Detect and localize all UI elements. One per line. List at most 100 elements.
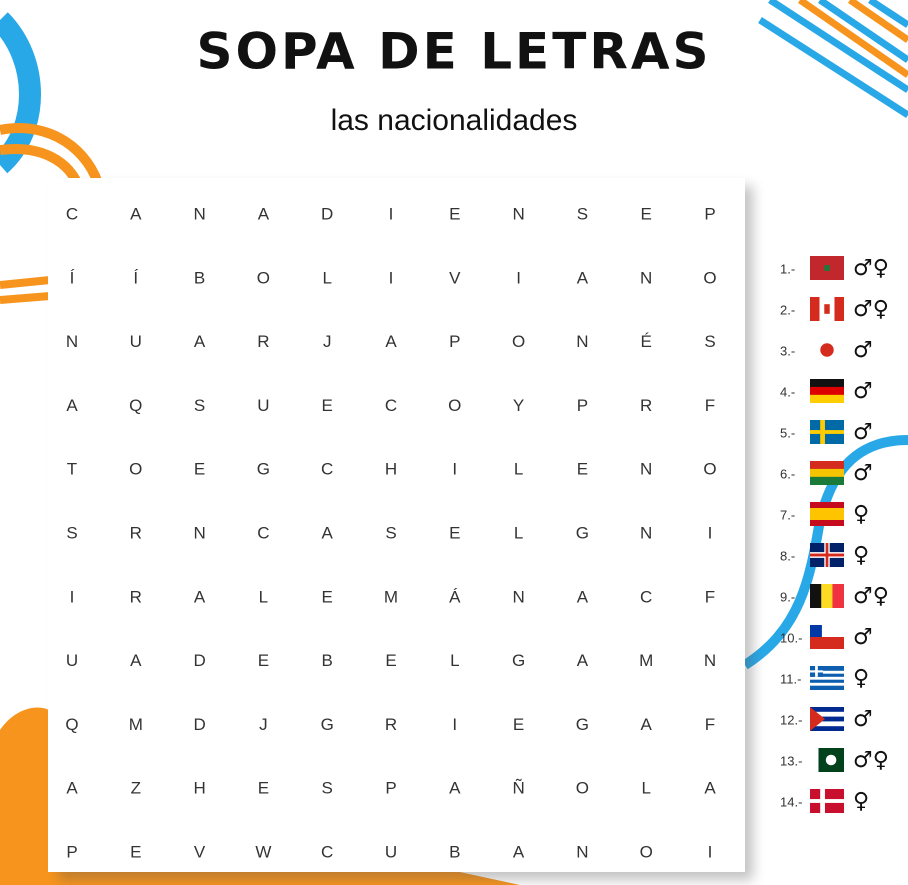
clue-number: 12.- — [780, 712, 802, 727]
grid-letter: I — [452, 715, 457, 734]
grid-letter: A — [258, 204, 270, 223]
grid-letter: E — [449, 204, 460, 223]
grid-letter: M — [639, 651, 653, 670]
grid-letter: A — [130, 651, 142, 670]
grid-letter: V — [449, 268, 461, 287]
flag — [810, 420, 844, 444]
grid-letter: M — [384, 587, 398, 606]
grid-letter: S — [385, 523, 396, 542]
flag-part — [810, 476, 844, 485]
grid-letter: C — [321, 460, 333, 479]
grid-letter: C — [640, 587, 652, 606]
grid-letter: A — [704, 779, 716, 798]
grid-letter: R — [130, 587, 142, 606]
grid-letter: L — [322, 268, 331, 287]
flag-part — [810, 799, 844, 803]
flag-part — [810, 430, 844, 434]
grid-letter: D — [193, 715, 205, 734]
clue-genders: ♀ — [853, 789, 869, 814]
grid-letter: N — [512, 204, 524, 223]
grid-letter: O — [257, 268, 270, 287]
orange-arc — [0, 123, 105, 192]
grid-letter: S — [322, 779, 333, 798]
clue-number: 11.- — [780, 671, 801, 686]
flag — [810, 543, 844, 567]
grid-letter: N — [704, 651, 716, 670]
clue-genders: ♂ — [853, 379, 873, 404]
flag-part — [810, 670, 823, 673]
grid-letter: A — [194, 587, 206, 606]
grid-letter: G — [257, 460, 270, 479]
clue-genders: ♂ — [853, 338, 873, 363]
flag-part — [810, 711, 844, 717]
grid-letter: E — [322, 587, 333, 606]
clue-number: 3.- — [780, 343, 795, 358]
flag-part — [820, 343, 834, 357]
clue-genders: ♂♀ — [853, 297, 889, 322]
grid-letter: Q — [65, 715, 78, 734]
grid-letter: J — [259, 715, 268, 734]
blue-stripes — [758, 0, 908, 118]
grid-letter: A — [449, 779, 461, 798]
flag — [810, 748, 844, 772]
grid-letter: O — [512, 332, 525, 351]
grid-letter: O — [129, 460, 142, 479]
flag — [810, 625, 844, 649]
grid-letter: N — [66, 332, 78, 351]
flag — [810, 707, 844, 731]
flag-part — [810, 676, 844, 680]
grid-letter: É — [641, 332, 652, 351]
grid-letter: L — [641, 779, 650, 798]
flag-part — [810, 379, 844, 388]
grid-letter: E — [130, 842, 141, 861]
grid-letter: U — [385, 842, 397, 861]
grid-letter: I — [516, 268, 521, 287]
grid-letter: R — [640, 396, 652, 415]
clue-number: 1.- — [780, 261, 795, 276]
grid-letter: V — [194, 842, 206, 861]
grid-letter: Ñ — [512, 779, 524, 798]
grid-letter: P — [449, 332, 460, 351]
flag — [810, 666, 844, 690]
flag-part — [810, 520, 844, 526]
flag-part — [821, 584, 833, 608]
grid-letter: L — [514, 460, 523, 479]
grid-letter: I — [389, 204, 394, 223]
grid-letter: C — [321, 842, 333, 861]
grid-letter: N — [640, 460, 652, 479]
clue-number: 10.- — [780, 630, 802, 645]
grid-letter: A — [577, 651, 589, 670]
grid-letter: G — [576, 523, 589, 542]
title: SOPA DE LETRAS — [196, 23, 711, 81]
clue-genders: ♂ — [853, 707, 873, 732]
flag-part — [810, 394, 844, 403]
grid-letter: P — [704, 204, 715, 223]
grid-letter: Í — [133, 268, 138, 287]
flag-part — [810, 670, 844, 674]
grid-letter: E — [641, 204, 652, 223]
grid-letter: N — [576, 332, 588, 351]
grid-letter: D — [193, 651, 205, 670]
clue-number: 7.- — [780, 507, 795, 522]
grid-letter: A — [513, 842, 525, 861]
clue-number: 8.- — [780, 548, 795, 563]
flag-part — [810, 461, 844, 470]
grid-letter: G — [576, 715, 589, 734]
flag-part — [810, 707, 825, 731]
grid-letter: Q — [129, 396, 142, 415]
grid-letter: E — [322, 396, 333, 415]
grid-letter: E — [194, 460, 205, 479]
clue-number: 13.- — [780, 753, 802, 768]
grid-letter: N — [640, 523, 652, 542]
clue-number: 14.- — [780, 794, 802, 809]
grid-letter: G — [512, 651, 525, 670]
orange-stripes — [798, 0, 908, 78]
flag-part — [810, 502, 844, 508]
clue-genders: ♂ — [853, 420, 873, 445]
flag-part — [810, 553, 844, 557]
grid-letter: J — [323, 332, 332, 351]
grid-letter: P — [385, 779, 396, 798]
grid-letter: R — [257, 332, 269, 351]
grid-letter: N — [576, 842, 588, 861]
flag — [810, 256, 844, 280]
